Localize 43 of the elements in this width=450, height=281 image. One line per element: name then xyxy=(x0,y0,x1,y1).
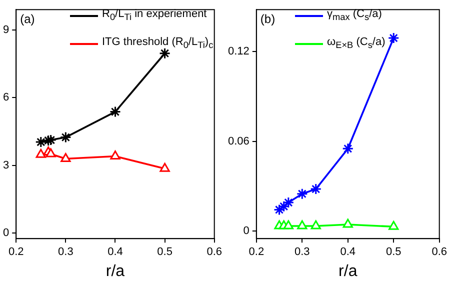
x-tick-label: 0.3 xyxy=(294,246,310,258)
x-tick-label: 0.2 xyxy=(8,246,24,258)
point xyxy=(35,136,47,148)
x-tick-label: 0.4 xyxy=(340,246,356,258)
point xyxy=(282,196,294,208)
point xyxy=(297,220,308,230)
y-tick-label: 0.12 xyxy=(228,46,250,58)
annotation: (b) xyxy=(260,12,276,26)
point xyxy=(46,148,56,158)
point xyxy=(388,220,399,230)
y-tick-label: 6 xyxy=(2,92,10,104)
point xyxy=(296,188,308,200)
point xyxy=(159,48,171,60)
x-tick-label: 0.6 xyxy=(206,246,222,258)
point xyxy=(342,142,354,154)
point xyxy=(310,183,322,195)
point xyxy=(36,148,46,158)
point xyxy=(110,150,120,160)
x-tick-label: 0.2 xyxy=(248,246,264,258)
point xyxy=(342,218,353,228)
point xyxy=(160,162,170,172)
y-tick-label: 0.06 xyxy=(228,135,250,148)
y-tick-label: 9 xyxy=(2,24,10,36)
point xyxy=(60,152,71,162)
x-tick-label: 0.5 xyxy=(386,246,402,258)
x-tick-label: 0.3 xyxy=(58,246,74,258)
x-tick-label: 0.6 xyxy=(432,246,448,258)
x-axis-title: r/a xyxy=(338,262,358,280)
point xyxy=(283,220,294,230)
legend-label: ω$_{E×B}$ (C$_{s}$/a) xyxy=(327,36,386,52)
point xyxy=(388,32,400,44)
legend-label: ITG threshold (R$_{0}$/L$_{Ti}$)$_{c}$ xyxy=(102,36,214,52)
y-tick-label: 3 xyxy=(2,159,10,172)
point xyxy=(310,220,321,230)
x-tick-label: 0.4 xyxy=(108,246,123,258)
y-tick-label: 0 xyxy=(2,226,10,239)
point xyxy=(45,134,57,146)
y-tick-label: 0 xyxy=(243,225,250,238)
x-tick-label: 0.5 xyxy=(157,246,172,258)
point xyxy=(109,106,121,118)
x-axis-title: r/a xyxy=(106,262,125,280)
annotation: (a) xyxy=(20,12,35,26)
point xyxy=(60,132,72,144)
